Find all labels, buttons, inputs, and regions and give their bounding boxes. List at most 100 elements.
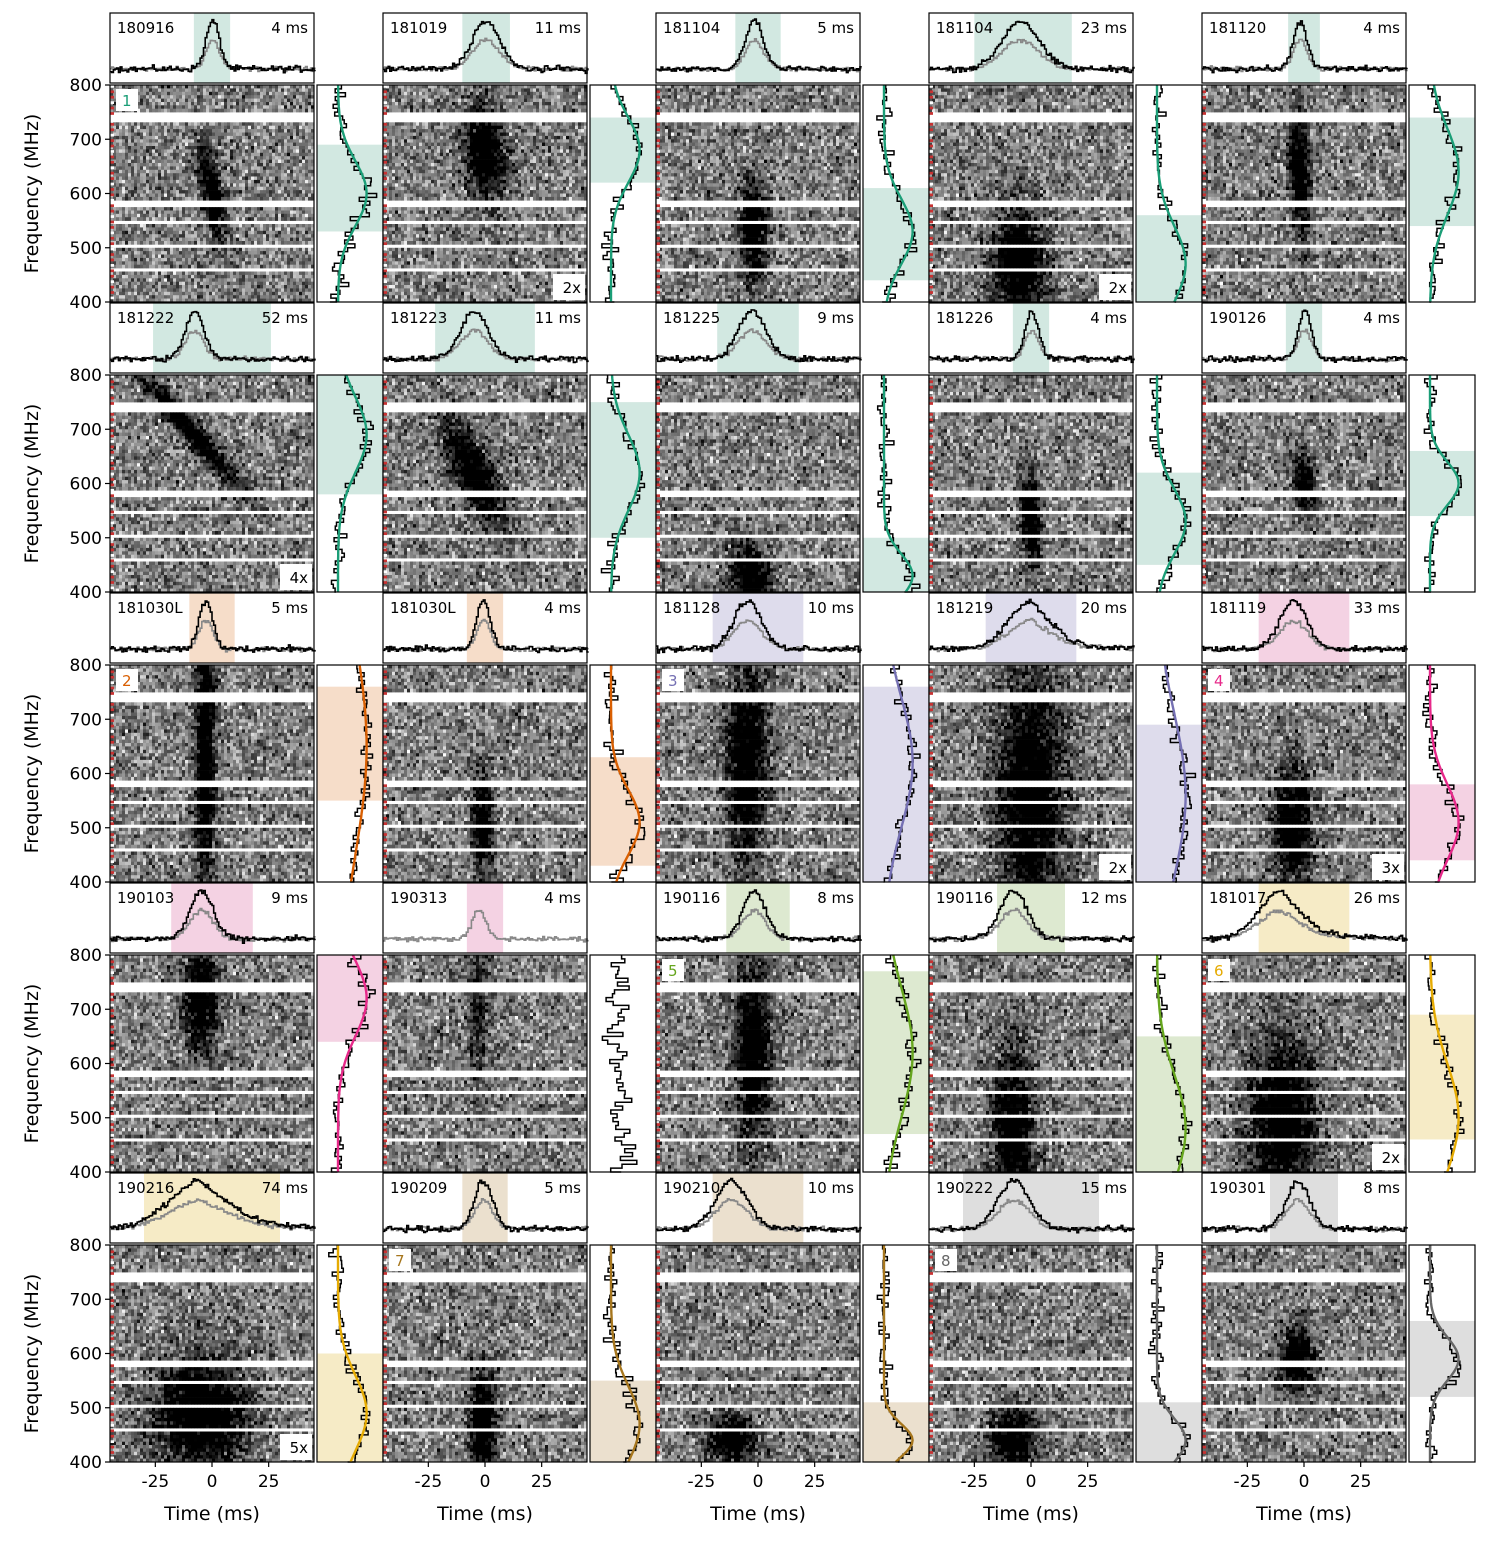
x-tick-label: 25: [258, 1472, 280, 1492]
burst-width: 10 ms: [808, 599, 854, 617]
waterfall: [383, 955, 587, 1172]
burst-name: 190222: [936, 1179, 993, 1197]
emission-band: [317, 1354, 383, 1463]
waterfall: [656, 85, 860, 302]
spectrum: [317, 955, 383, 1172]
x-tick-label: 0: [207, 1472, 218, 1492]
emission-band: [863, 971, 929, 1134]
waterfall: [1202, 1245, 1406, 1462]
x-tick-label: 25: [1350, 1472, 1372, 1492]
burst-panel: 190126 4 ms: [1202, 303, 1475, 592]
waterfall: [1202, 375, 1406, 592]
y-tick-label: 700: [70, 1000, 102, 1020]
y-axis-label: Frequency (MHz): [21, 404, 43, 564]
spectrum: [317, 375, 383, 592]
spectrum: [863, 1245, 929, 1462]
time-series: 181128 10 ms: [656, 593, 862, 663]
y-tick-label: 800: [70, 656, 102, 676]
x-tick-label: 25: [1077, 1472, 1099, 1492]
spectrum: [1136, 955, 1202, 1172]
emission-band: [317, 375, 383, 494]
y-tick-label: 500: [70, 1109, 102, 1129]
emission-band: [317, 955, 383, 1042]
x-axis-label: Time (ms): [982, 1503, 1079, 1525]
burst-width: 74 ms: [262, 1179, 308, 1197]
zoom-factor: 2x: [1109, 859, 1128, 877]
zoom-factor: 2x: [1382, 1149, 1401, 1167]
burst-width: 10 ms: [808, 1179, 854, 1197]
burst-name: 181030L: [390, 599, 456, 617]
waterfall: 1: [110, 85, 314, 302]
burst-width: 12 ms: [1081, 889, 1127, 907]
burst-panel: 181223 11 ms: [383, 303, 656, 592]
waterfall: 43x: [1202, 665, 1406, 882]
time-series: 190103 9 ms: [110, 883, 316, 953]
y-tick-label: 700: [70, 420, 102, 440]
burst-panel: 181128 10 ms 3: [656, 593, 929, 882]
burst-width: 20 ms: [1081, 599, 1127, 617]
waterfall: [656, 1245, 860, 1462]
source-number: 6: [1214, 962, 1224, 980]
burst-name: 180916: [117, 19, 174, 37]
time-series: 181104 23 ms: [929, 13, 1135, 83]
burst-width: 4 ms: [271, 19, 308, 37]
time-series: 181222 52 ms: [110, 303, 316, 373]
burst-width: 4 ms: [544, 599, 581, 617]
waterfall: [929, 375, 1133, 592]
y-axis-label: Frequency (MHz): [21, 694, 43, 854]
waterfall: 2: [110, 665, 314, 882]
spectrum: [1409, 1245, 1475, 1462]
spectrum: [317, 665, 383, 882]
zoom-factor: 4x: [290, 569, 309, 587]
burst-window: [1286, 303, 1322, 373]
spectrum: [1409, 955, 1475, 1172]
spectrum: [590, 375, 656, 592]
burst-panel: 190116 12 ms: [929, 883, 1202, 1172]
source-number: 1: [122, 92, 132, 110]
x-tick-label: -25: [1233, 1472, 1261, 1492]
x-tick-label: -25: [960, 1472, 988, 1492]
y-tick-label: 700: [70, 130, 102, 150]
waterfall: [1202, 85, 1406, 302]
y-tick-label: 800: [70, 946, 102, 966]
x-axis-label: Time (ms): [1255, 1503, 1352, 1525]
emission-band: [1409, 1015, 1475, 1140]
y-tick-label: 500: [70, 239, 102, 259]
time-series: 190301 8 ms: [1202, 1173, 1408, 1243]
time-series: 190210 10 ms: [656, 1173, 862, 1243]
burst-name: 190216: [117, 1179, 174, 1197]
time-series: 190116 12 ms: [929, 883, 1135, 953]
spectrum: [590, 1245, 656, 1462]
waterfall: 8: [929, 1245, 1133, 1462]
waterfall: 5x: [110, 1245, 314, 1462]
burst-width: 4 ms: [544, 889, 581, 907]
spectrum: [317, 1245, 383, 1462]
source-number: 3: [668, 672, 678, 690]
time-series: 190209 5 ms: [383, 1173, 589, 1243]
burst-window: [717, 303, 799, 373]
burst-width: 9 ms: [271, 889, 308, 907]
burst-panel: 181104 5 ms: [656, 13, 929, 302]
emission-band: [1409, 784, 1475, 860]
burst-panel: 190313 4 ms: [383, 883, 656, 1172]
spectrum: [1409, 85, 1475, 302]
waterfall: [929, 955, 1133, 1172]
waterfall: [656, 375, 860, 592]
time-series: 181120 4 ms: [1202, 13, 1408, 83]
burst-name: 190103: [117, 889, 174, 907]
waterfall: 4x: [110, 375, 314, 592]
waterfall: 7: [383, 1245, 587, 1462]
time-series: 181030L 5 ms: [110, 593, 316, 663]
spectrum-line: [602, 955, 636, 1172]
waterfall: [383, 375, 587, 592]
burst-name: 190301: [1209, 1179, 1266, 1197]
time-series: 181225 9 ms: [656, 303, 862, 373]
emission-band: [590, 118, 656, 183]
x-tick-label: 0: [1299, 1472, 1310, 1492]
time-series: 181226 4 ms: [929, 303, 1135, 373]
waterfall: 5: [656, 955, 860, 1172]
time-series: 181223 11 ms: [383, 303, 589, 373]
time-series: 190313 4 ms: [383, 883, 589, 953]
burst-width: 8 ms: [817, 889, 854, 907]
